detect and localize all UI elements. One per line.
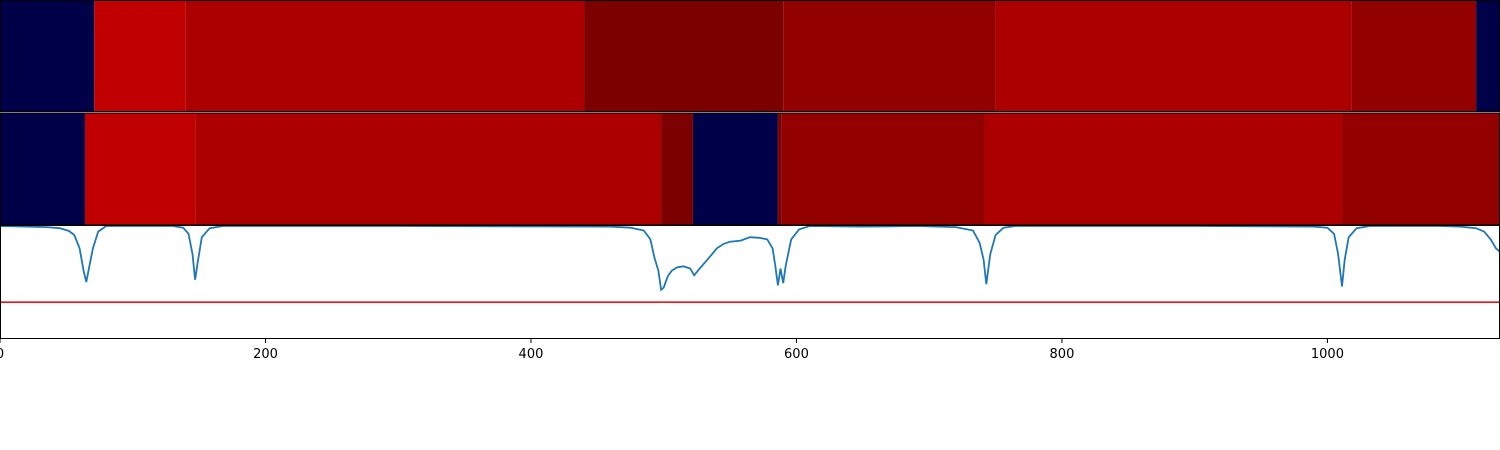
- heatmap-segment: [94, 0, 186, 112]
- x-axis: 0 200 400 600 800 1000: [0, 338, 1344, 362]
- heatmap-segment: [661, 113, 693, 225]
- heatmap-segment: [1342, 113, 1500, 225]
- heatmap-segment: [777, 113, 782, 225]
- x-tick-label: 600: [784, 347, 809, 362]
- x-tick-label: 1000: [1311, 347, 1344, 362]
- x-tick-label: 200: [253, 347, 278, 362]
- signal-line: [0, 225, 1500, 292]
- x-tick-label: 800: [1050, 347, 1075, 362]
- heatmap-segment: [692, 113, 778, 225]
- heatmap-segment: [1476, 0, 1500, 112]
- heatmap-segment: [1351, 0, 1477, 112]
- heatmap-segment: [0, 0, 95, 112]
- heatmap-segment: [195, 113, 662, 225]
- heatmap-segment: [781, 113, 985, 225]
- heatmap-segment: [995, 0, 1352, 112]
- heatmap-segment: [783, 0, 996, 112]
- heatmap-segment: [0, 113, 85, 225]
- heatmap-row-2: [0, 113, 1500, 225]
- x-tick-label: 400: [519, 347, 544, 362]
- x-tick-label: 0: [0, 347, 4, 362]
- signal-panel: [0, 225, 1500, 303]
- heatmap-row-1: [0, 0, 1500, 112]
- panel-3-frame: [0, 225, 1500, 339]
- heatmap-segment: [185, 0, 585, 112]
- heatmap-segment: [584, 0, 784, 112]
- heatmap-segment: [984, 113, 1343, 225]
- heatmap-segment: [84, 113, 196, 225]
